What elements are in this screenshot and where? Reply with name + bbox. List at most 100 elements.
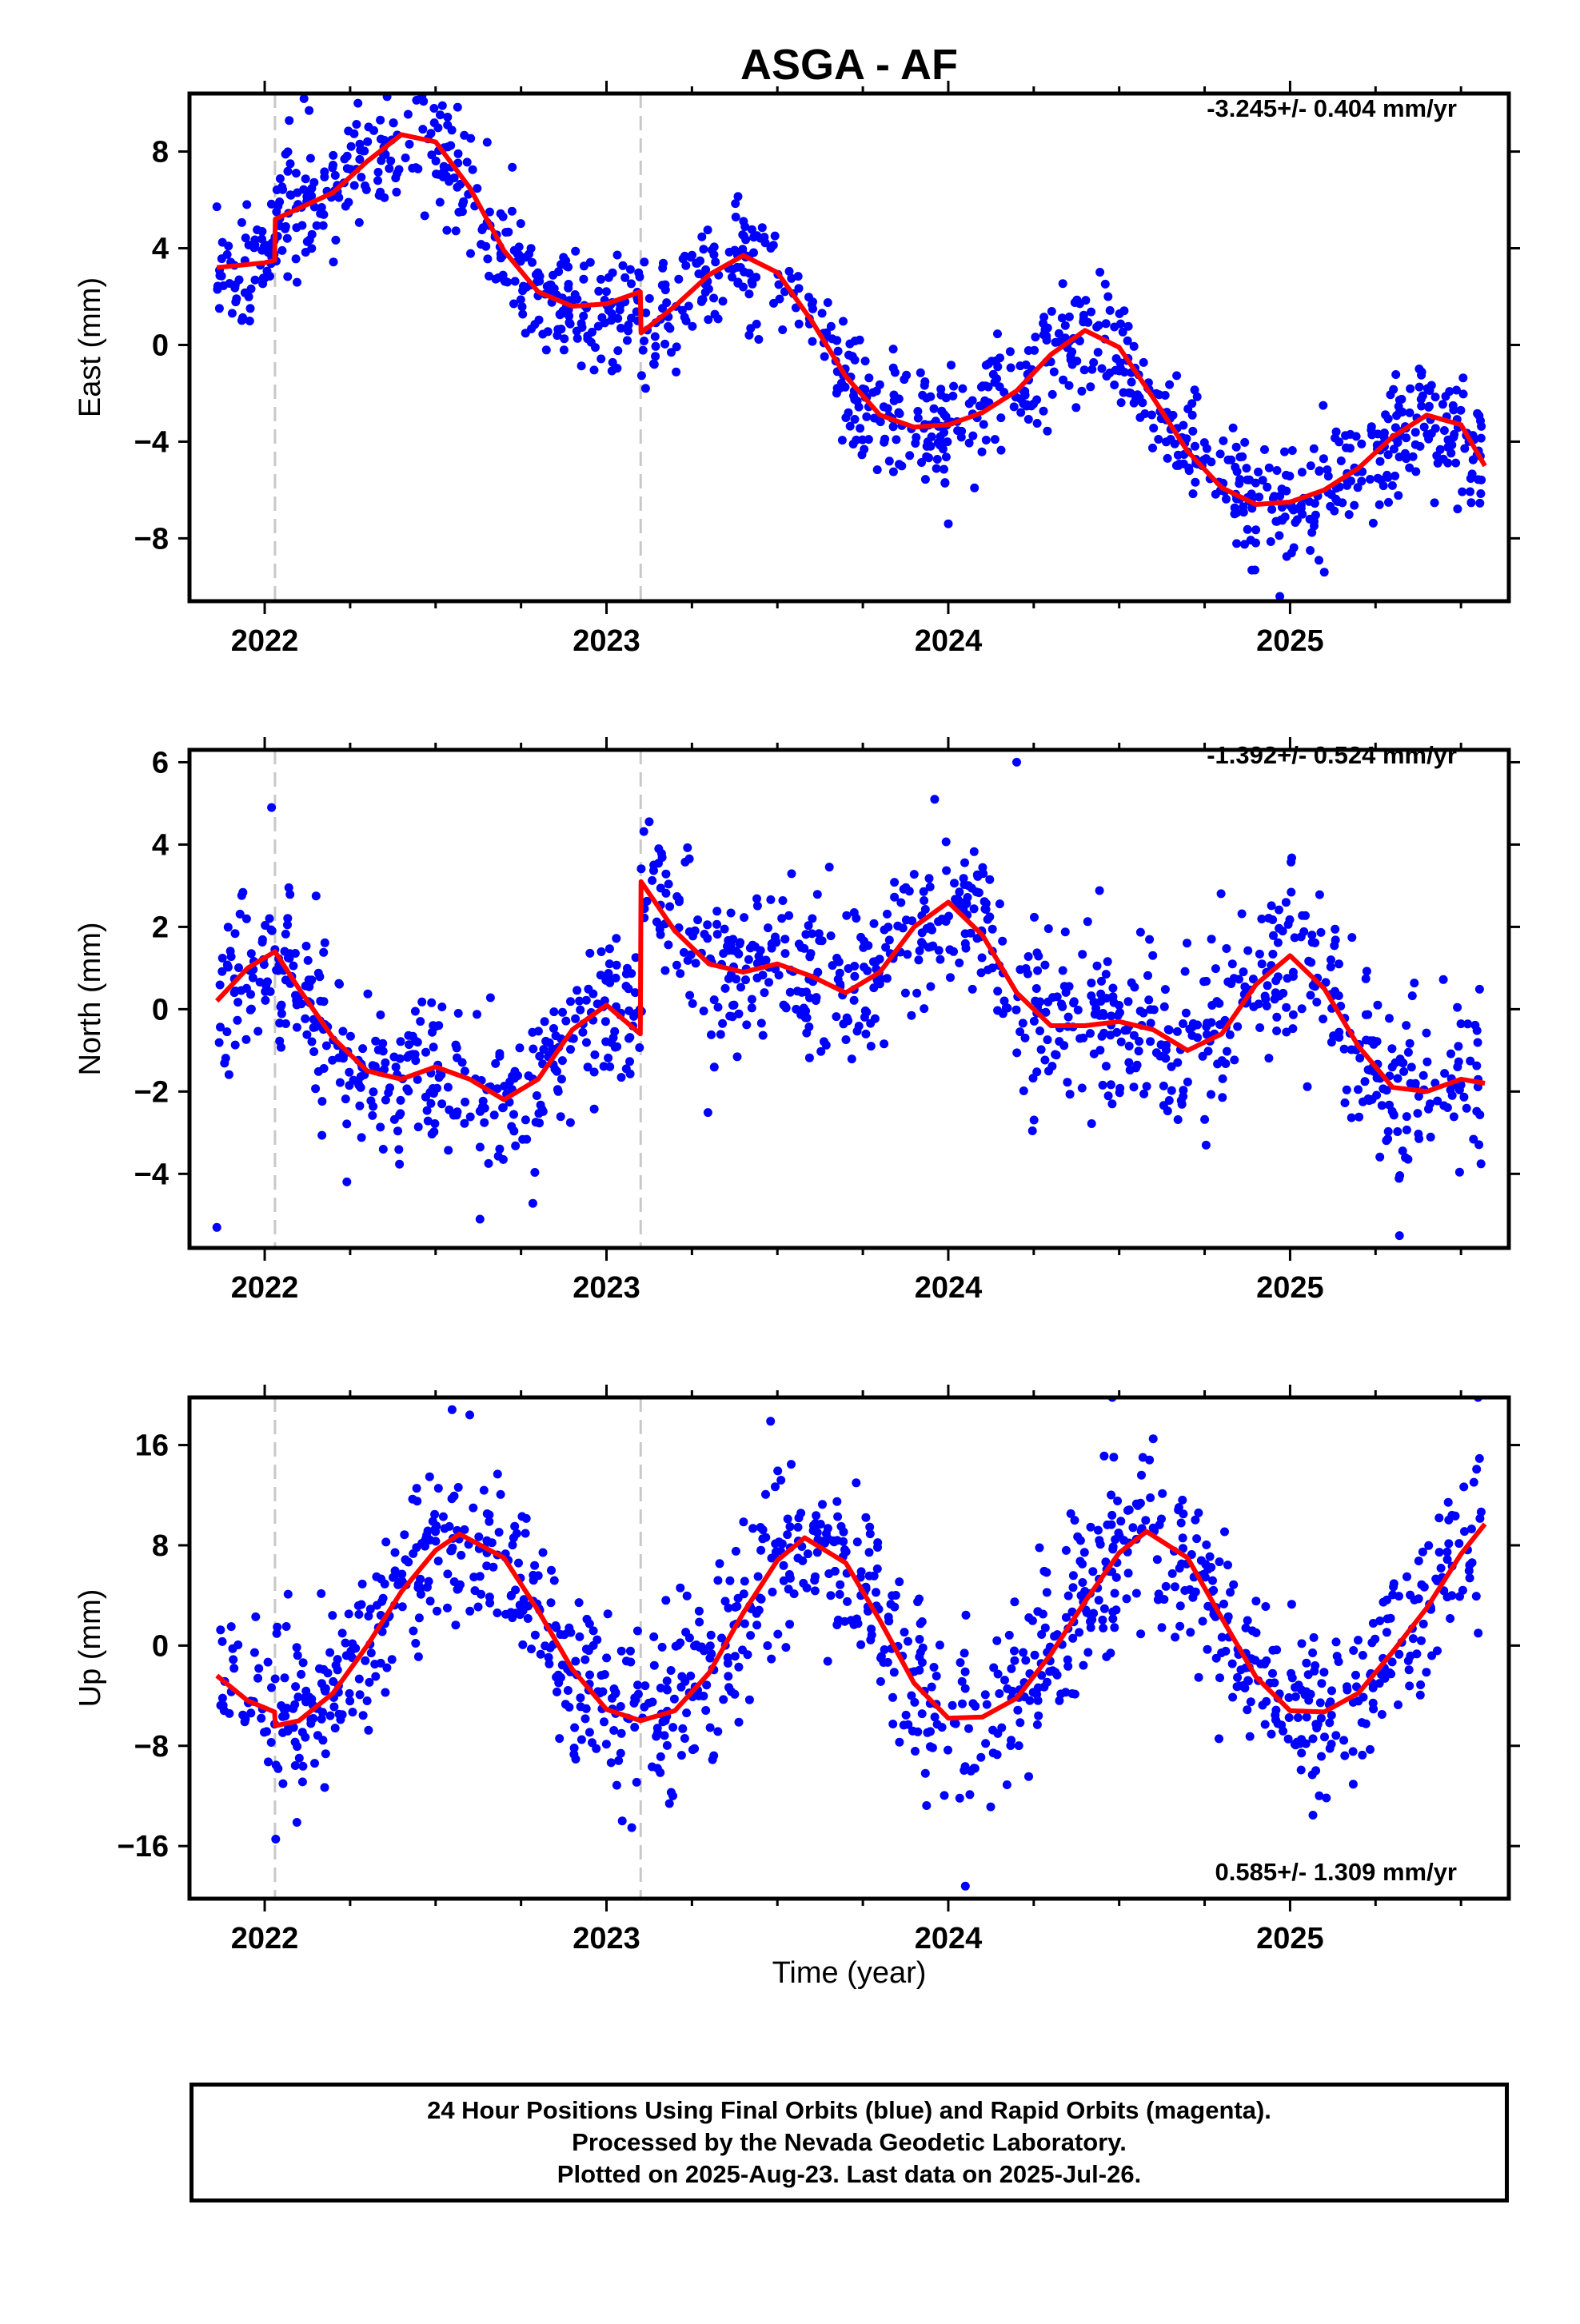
data-point: [1260, 1720, 1270, 1729]
data-point: [1415, 441, 1425, 451]
data-point: [1157, 1514, 1166, 1524]
data-point: [773, 1466, 783, 1476]
data-point: [328, 1611, 337, 1620]
data-point: [238, 887, 248, 897]
data-point: [778, 896, 788, 905]
data-point: [740, 222, 750, 231]
data-point: [1093, 348, 1103, 357]
data-point: [1339, 1736, 1349, 1745]
data-point: [245, 304, 255, 313]
data-point: [1404, 1665, 1414, 1675]
data-point: [631, 953, 640, 963]
data-point: [400, 1530, 409, 1540]
data-point: [469, 1503, 478, 1513]
data-point: [381, 1095, 390, 1105]
data-point: [725, 1576, 735, 1585]
data-point: [1043, 924, 1053, 934]
data-point: [1188, 489, 1198, 499]
data-point: [1086, 1029, 1095, 1038]
data-point: [1406, 1651, 1415, 1660]
data-point: [1379, 481, 1388, 491]
y-tick-label: −16: [118, 1830, 169, 1864]
data-point: [1097, 976, 1106, 986]
data-point: [1414, 382, 1424, 392]
data-point: [771, 1482, 780, 1492]
data-point: [1079, 1548, 1089, 1557]
data-point: [1070, 298, 1079, 307]
data-point: [1258, 1700, 1267, 1710]
data-point: [1032, 1720, 1042, 1729]
data-point: [998, 936, 1007, 946]
data-point: [1018, 1018, 1027, 1028]
data-point: [566, 1045, 575, 1054]
data-point: [234, 275, 244, 285]
data-point: [1446, 1049, 1455, 1058]
data-point: [603, 1609, 612, 1619]
data-point: [754, 335, 764, 344]
data-point: [1458, 1585, 1467, 1595]
data-point: [1449, 1112, 1458, 1122]
data-point: [1303, 1082, 1312, 1091]
data-point: [664, 940, 673, 950]
data-point: [904, 1636, 912, 1646]
data-point: [369, 1087, 378, 1097]
data-point: [1393, 1127, 1402, 1136]
data-point: [978, 381, 988, 391]
data-point: [638, 345, 648, 355]
data-point: [1240, 1684, 1250, 1692]
data-point: [1405, 1681, 1414, 1691]
data-point: [1242, 464, 1251, 473]
data-point: [682, 1591, 692, 1600]
data-point: [1009, 402, 1019, 412]
data-point: [307, 1037, 317, 1046]
data-point: [258, 273, 268, 283]
data-point: [429, 104, 439, 113]
data-point: [1382, 1136, 1391, 1146]
data-point: [408, 1494, 417, 1504]
data-point: [872, 465, 882, 475]
data-point: [1367, 425, 1376, 435]
data-point: [473, 1010, 481, 1019]
data-point: [1344, 510, 1354, 520]
data-point: [1343, 1682, 1351, 1692]
data-point: [405, 1040, 413, 1050]
data-point: [1277, 484, 1287, 494]
data-point: [993, 987, 1003, 996]
data-point: [1262, 1001, 1271, 1011]
data-point: [489, 1562, 498, 1572]
data-point: [625, 1646, 635, 1656]
data-point: [1473, 1038, 1482, 1047]
data-point: [364, 1612, 373, 1620]
data-point: [1315, 890, 1324, 899]
data-point: [574, 1598, 584, 1608]
data-point: [852, 1537, 862, 1547]
data-point: [804, 1053, 814, 1062]
data-point: [430, 1119, 440, 1128]
data-point: [1155, 1051, 1165, 1061]
data-point: [277, 1701, 286, 1710]
data-point: [1362, 1035, 1371, 1045]
data-point: [1402, 1021, 1411, 1030]
data-point: [559, 345, 569, 355]
data-point: [237, 217, 246, 227]
data-point: [1332, 1652, 1342, 1661]
data-point: [381, 1688, 390, 1697]
data-point: [220, 1058, 229, 1068]
data-point: [733, 1593, 743, 1603]
data-point: [466, 134, 476, 143]
data-point: [413, 1652, 423, 1661]
data-point: [396, 1037, 405, 1046]
data-point: [1389, 1579, 1398, 1589]
data-point: [951, 1719, 960, 1728]
data-point: [1245, 1732, 1255, 1741]
data-point: [713, 1727, 723, 1736]
data-point: [1015, 1027, 1025, 1037]
data-point: [1180, 1586, 1190, 1595]
data-point: [1302, 1712, 1311, 1722]
data-point: [1192, 1534, 1202, 1544]
data-point: [1373, 429, 1382, 439]
data-point: [1148, 951, 1158, 960]
data-point: [527, 1644, 536, 1654]
data-point: [917, 938, 926, 947]
data-point: [771, 932, 780, 942]
